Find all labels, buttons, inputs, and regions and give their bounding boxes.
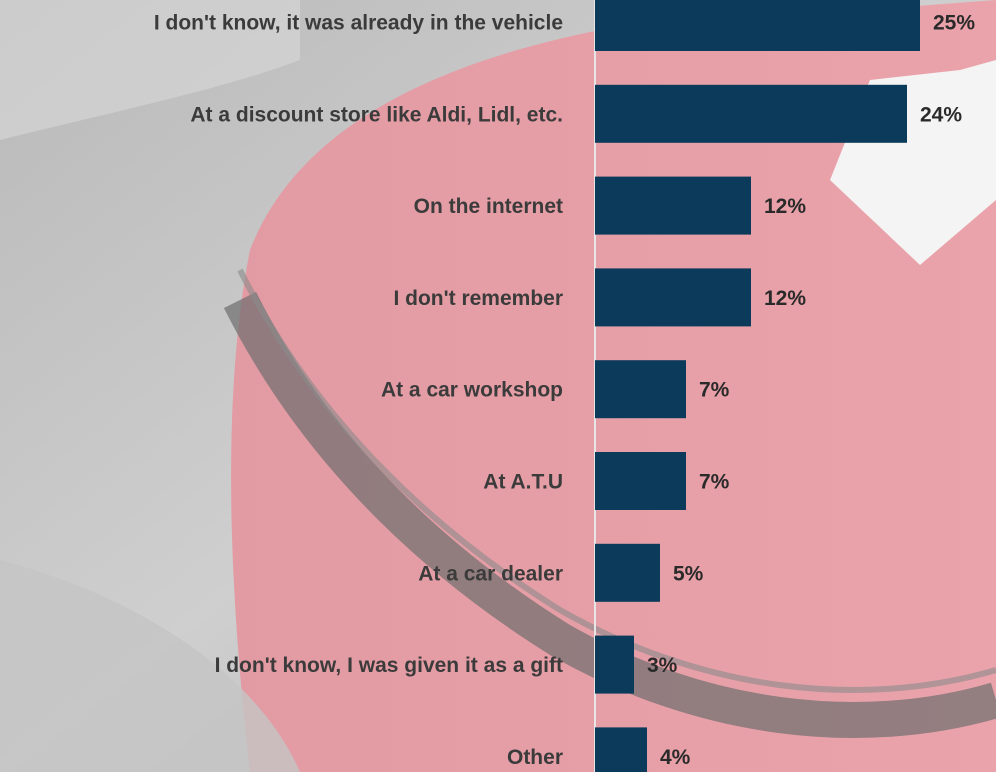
category-label: At a car workshop xyxy=(381,379,563,402)
category-label: I don't know, I was given it as a gift xyxy=(215,654,563,677)
category-label: At A.T.U xyxy=(483,471,563,494)
category-label: At a car dealer xyxy=(418,562,563,585)
value-label: 24% xyxy=(920,103,962,126)
bar xyxy=(595,543,660,602)
bar xyxy=(595,0,920,51)
bar xyxy=(595,452,686,510)
category-label: At a discount store like Aldi, Lidl, etc… xyxy=(190,103,563,126)
bar xyxy=(595,727,647,772)
bar xyxy=(595,268,751,327)
category-label: Other xyxy=(507,746,563,769)
value-label: 12% xyxy=(764,287,806,310)
value-label: 7% xyxy=(699,379,730,402)
bar xyxy=(595,360,686,419)
bar xyxy=(595,84,907,143)
value-label: 7% xyxy=(699,471,730,494)
category-label: On the internet xyxy=(414,195,563,218)
value-label: 12% xyxy=(764,195,806,218)
value-label: 3% xyxy=(647,654,678,677)
bar xyxy=(595,176,751,235)
category-label: I don't know, it was already in the vehi… xyxy=(154,12,563,35)
value-label: 25% xyxy=(933,12,975,35)
value-label: 5% xyxy=(673,562,704,585)
value-label: 4% xyxy=(660,746,691,769)
category-label: I don't remember xyxy=(393,287,563,310)
bar xyxy=(595,635,634,694)
